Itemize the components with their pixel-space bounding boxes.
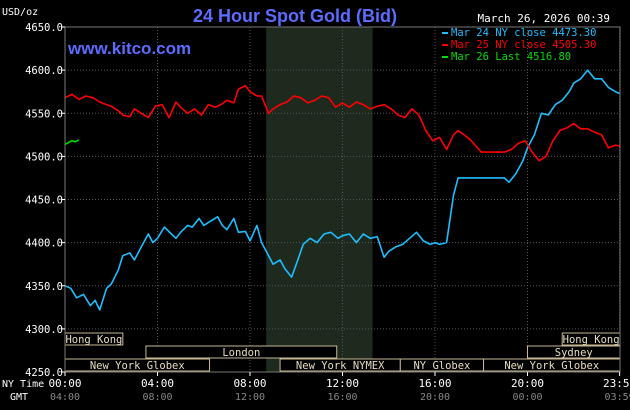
x-tick-label-ny: 08:00 (233, 377, 266, 390)
x-tick-label-ny: 00:00 (48, 377, 81, 390)
y-tick-label: 4250.0 (25, 367, 63, 379)
session-bars: Hong Kong London New York Globex New York N… (64, 332, 621, 372)
x-tick-label-gmt: 20:00 (420, 392, 450, 403)
session-label: London (222, 347, 260, 359)
series-layer (64, 69, 620, 311)
session-label: New York Globex (504, 360, 599, 372)
x-axis-ticks: 00:00 04:00 04:00 08:00 08:00 12:00 12:00 16:00… (48, 372, 630, 403)
watermark: www.kitco.com (67, 39, 191, 58)
x-tick-label-gmt: 03:59 (605, 392, 630, 403)
session-label: Hong Kong (65, 334, 122, 346)
session-label: Sydney (555, 347, 593, 359)
y-axis-ticks: 4650.0 4600.0 4550.0 4500.0 4450.0 4400.0 4350… (25, 22, 65, 379)
nymex-session-shade (266, 27, 373, 372)
series-line-mar-26 (64, 139, 80, 146)
session-label: Hong Kong (563, 334, 620, 346)
x-tick-label-gmt: 04:00 (50, 392, 80, 403)
x-tick-label-gmt: 08:00 (142, 392, 172, 403)
x-tick-label-ny: 12:00 (326, 377, 359, 390)
x-tick-label-ny: 16:00 (418, 377, 451, 390)
y-tick-label: 4450.0 (25, 195, 63, 207)
y-tick-label: 4350.0 (25, 281, 63, 293)
series-line-mar-25 (64, 84, 620, 162)
session-label: New York Globex (90, 360, 185, 372)
date-label: March 26, 2026 00:39 (478, 12, 610, 25)
x-tick-label-ny: 20:00 (511, 377, 544, 390)
session-label: NY Globex (413, 360, 470, 372)
chart-title: 24 Hour Spot Gold (Bid) (193, 6, 397, 26)
y-tick-label: 4600.0 (25, 65, 63, 77)
y-axis-label: USD/oz (2, 7, 38, 18)
x-tick-label-gmt: 12:00 (235, 392, 265, 403)
x-row-label-gmt: GMT (10, 392, 28, 403)
legend-entry: Mar 25 NY close 4505.30 (451, 39, 596, 51)
x-tick-label-gmt: 00:00 (512, 392, 542, 403)
x-tick-label-ny: 04:00 (141, 377, 174, 390)
legend-entry: Mar 24 NY close 4473.30 (451, 27, 596, 39)
y-tick-label: 4550.0 (25, 108, 63, 120)
legend-entry: Mar 26 Last 4516.80 (451, 51, 571, 63)
y-tick-label: 4650.0 (25, 22, 63, 34)
x-row-label-ny: NY Time (2, 379, 44, 390)
session-bar (145, 345, 338, 359)
y-tick-label: 4400.0 (25, 238, 63, 250)
session-label: New York NYMEX (296, 360, 385, 372)
x-tick-label-ny: 23:59 (603, 377, 630, 390)
y-tick-label: 4500.0 (25, 151, 63, 163)
x-tick-label-gmt: 16:00 (327, 392, 357, 403)
series-line-mar-24 (64, 69, 620, 311)
y-tick-label: 4300.0 (25, 324, 63, 336)
